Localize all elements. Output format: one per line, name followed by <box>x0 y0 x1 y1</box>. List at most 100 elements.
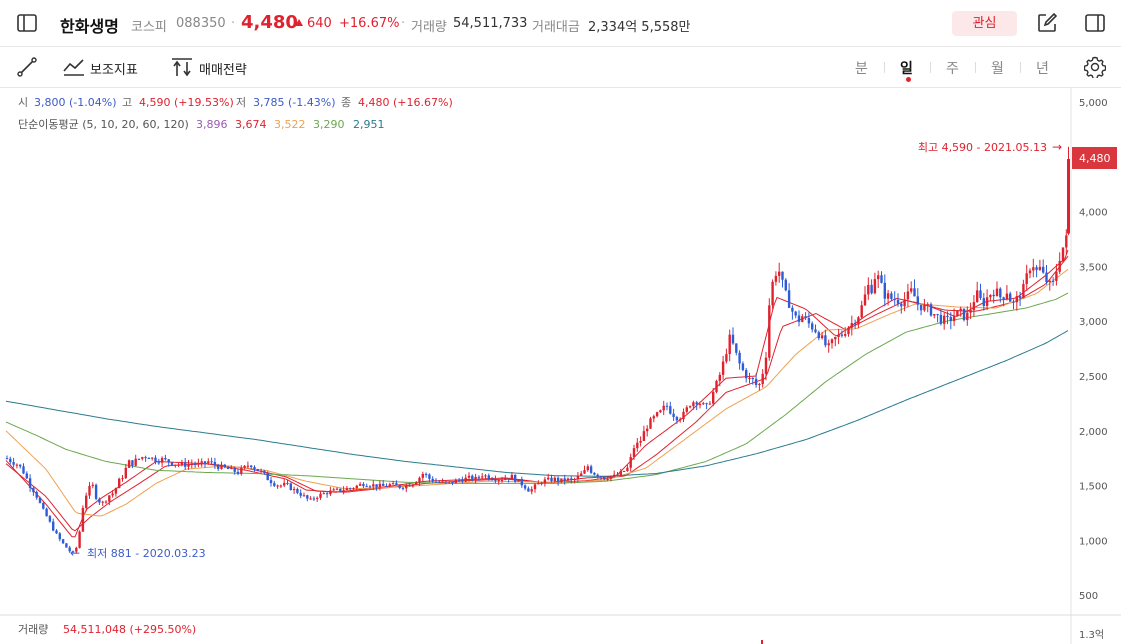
candle-body <box>240 467 243 474</box>
candle-body <box>259 470 263 472</box>
close-value: 4,480 (+16.67%) <box>358 96 453 109</box>
candle-body <box>217 465 220 469</box>
candle-body <box>184 462 187 467</box>
favorite-button[interactable]: 관심 <box>952 11 1017 36</box>
candle-body <box>368 486 372 488</box>
period-week-tab[interactable]: 주 <box>946 61 959 77</box>
candle-body <box>1012 301 1015 303</box>
candle-body <box>593 472 596 475</box>
open-label: 시 <box>18 96 28 109</box>
period-minute-tab[interactable]: 분 <box>855 61 868 77</box>
candle-body <box>1035 267 1038 270</box>
candle-body <box>537 483 540 485</box>
candle-body <box>233 467 236 472</box>
candle-body <box>956 310 959 317</box>
candle-body <box>735 343 738 353</box>
candle-body <box>177 464 180 466</box>
current-price: 4,480 <box>241 12 298 33</box>
candle-body <box>48 516 52 522</box>
candle-body <box>576 475 580 480</box>
candle-body <box>863 294 867 306</box>
candle-body <box>721 361 725 375</box>
strategy-icon[interactable] <box>171 57 193 77</box>
edit-icon[interactable] <box>1037 13 1057 33</box>
high-annotation: 최고 4,590 - 2021.05.13 <box>918 141 1047 154</box>
candle-body <box>923 304 926 311</box>
volume-value: 54,511,733 <box>453 16 528 31</box>
candle-body <box>613 474 616 476</box>
candle-body <box>388 484 391 486</box>
candle-body <box>1058 260 1061 272</box>
price-chart[interactable]: 시 3,800 (-1.04%) 고 4,590 (+19.53%) 저 3,7… <box>0 88 1121 644</box>
sidebar-toggle-icon[interactable] <box>17 14 37 32</box>
candle-body <box>943 315 946 324</box>
candle-body <box>830 339 834 344</box>
candle-body <box>362 484 365 487</box>
candle-body <box>688 406 692 408</box>
current-price-tag-text: 4,480 <box>1079 152 1111 165</box>
settings-gear-icon[interactable] <box>1084 56 1106 78</box>
candle-body <box>322 493 325 495</box>
period-month-tab[interactable]: 월 <box>991 61 1004 77</box>
candle-body <box>349 488 352 490</box>
candle-body <box>418 477 421 483</box>
candle-body <box>906 291 910 300</box>
volume-panel: 거래량 54,511,048 (+295.50%) 1.3억 <box>18 623 1104 644</box>
candle-body <box>566 478 570 481</box>
candle-body <box>38 497 42 503</box>
candle-body <box>55 530 58 534</box>
candle-body <box>636 442 639 449</box>
candle-body <box>748 378 751 380</box>
candle-body <box>867 284 870 295</box>
indicator-icon[interactable] <box>63 58 85 76</box>
current-price-tag: 4,480 <box>1072 147 1117 169</box>
candle-body <box>616 474 619 476</box>
candle-body <box>210 461 213 463</box>
candle-body <box>695 402 698 405</box>
candle-body <box>292 488 296 491</box>
strategy-button[interactable]: 매매전략 <box>199 63 247 78</box>
y-tick-label: 3,000 <box>1079 317 1108 328</box>
candle-body <box>952 316 956 322</box>
candle-body <box>1015 296 1018 303</box>
candle-body <box>523 485 527 489</box>
candle-body <box>1032 267 1035 271</box>
candle-body <box>352 488 355 490</box>
volume-panel-label: 거래량 <box>18 623 48 636</box>
candle-body <box>32 487 35 493</box>
candle-body <box>949 317 952 322</box>
candle-body <box>203 461 207 464</box>
candle-body <box>652 416 655 419</box>
period-day-tab[interactable]: 일 <box>900 61 913 77</box>
drawing-tool-icon[interactable] <box>17 57 37 77</box>
candle-body <box>999 288 1002 298</box>
candle-body <box>45 508 48 517</box>
candle-body <box>751 378 754 380</box>
candle-body <box>570 478 573 480</box>
candle-body <box>741 363 745 371</box>
y-axis-labels: 5,000 4,000 3,500 3,000 2,500 2,000 1,500 1,000… <box>1079 98 1108 602</box>
candles <box>5 146 1070 554</box>
period-divider <box>884 62 885 73</box>
candle-body <box>94 484 98 499</box>
candle-body <box>401 487 405 489</box>
candle-body <box>824 335 827 346</box>
indicator-button[interactable]: 보조지표 <box>90 63 138 78</box>
candle-body <box>164 457 167 460</box>
candle-body <box>497 480 500 482</box>
stock-code: 088350 <box>176 16 226 31</box>
candle-body <box>266 472 269 481</box>
candle-body <box>850 323 853 328</box>
candle-body <box>223 464 226 468</box>
candle-body <box>467 475 471 478</box>
right-panel-icon[interactable] <box>1085 14 1105 32</box>
candle-body <box>385 485 388 487</box>
candle-body <box>662 405 665 411</box>
period-divider <box>930 62 931 73</box>
candle-body <box>995 288 999 297</box>
candle-body <box>1028 270 1032 274</box>
separator-dot: · <box>231 16 236 31</box>
candle-body <box>553 477 556 482</box>
candle-body <box>19 464 22 467</box>
period-year-tab[interactable]: 년 <box>1036 61 1049 77</box>
